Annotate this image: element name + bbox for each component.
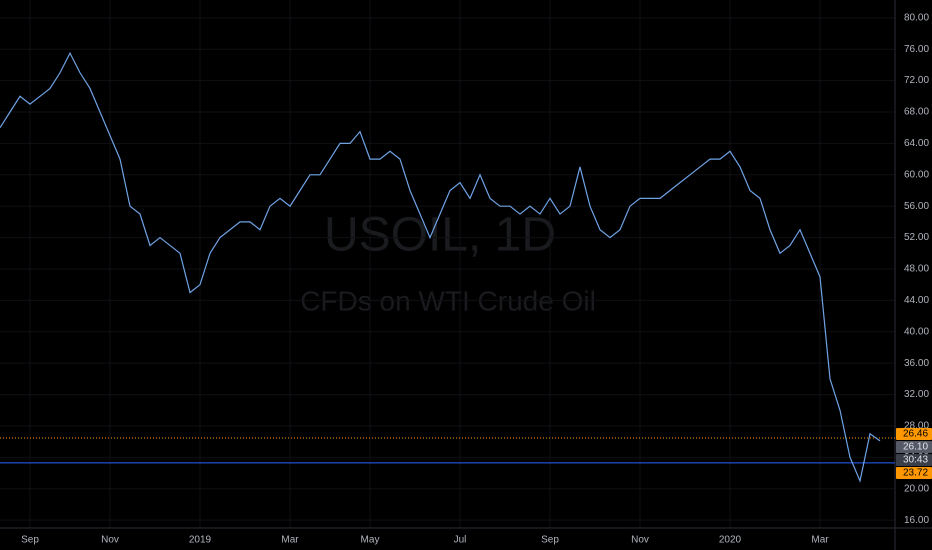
y-tick-label: 68.00 — [904, 107, 929, 118]
price-label: 26.46 — [903, 429, 928, 440]
price-label-box — [896, 441, 932, 454]
y-tick-label: 56.00 — [904, 201, 929, 212]
y-tick-label: 20.00 — [904, 483, 929, 494]
y-tick-label: 44.00 — [904, 295, 929, 306]
y-tick-label: 52.00 — [904, 232, 929, 243]
x-tick-label: May — [361, 535, 380, 546]
y-tick-label: 80.00 — [904, 12, 929, 23]
x-tick-label: Nov — [631, 535, 649, 546]
x-tick-label: 2019 — [189, 535, 212, 546]
y-tick-label: 28.00 — [904, 421, 929, 432]
y-tick-label: 72.00 — [904, 75, 929, 86]
y-tick-label: 16.00 — [904, 515, 929, 526]
price-label: 30:43 — [903, 455, 928, 466]
x-tick-label: Sep — [541, 535, 559, 546]
y-tick-label: 36.00 — [904, 358, 929, 369]
x-tick-label: Nov — [101, 535, 119, 546]
watermark-subtitle: CFDs on WTI Crude Oil — [300, 285, 596, 316]
price-label: 26.10 — [903, 442, 928, 453]
x-tick-label: Mar — [811, 535, 829, 546]
y-tick-label: 60.00 — [904, 169, 929, 180]
price-label: 23.72 — [903, 468, 928, 479]
y-tick-label: 32.00 — [904, 389, 929, 400]
y-tick-label: 64.00 — [904, 138, 929, 149]
price-label-box — [896, 467, 932, 480]
price-label-box — [896, 454, 932, 467]
x-tick-label: Sep — [21, 535, 39, 546]
x-tick-label: 2020 — [719, 535, 742, 546]
x-tick-label: Mar — [281, 535, 299, 546]
price-label-box — [896, 428, 932, 441]
watermark-title: USOIL, 1D — [324, 209, 556, 262]
y-tick-label: 76.00 — [904, 44, 929, 55]
x-tick-label: Jul — [454, 535, 467, 546]
y-tick-label: 40.00 — [904, 326, 929, 337]
price-line — [0, 51, 881, 483]
y-tick-label: 48.00 — [904, 264, 929, 275]
